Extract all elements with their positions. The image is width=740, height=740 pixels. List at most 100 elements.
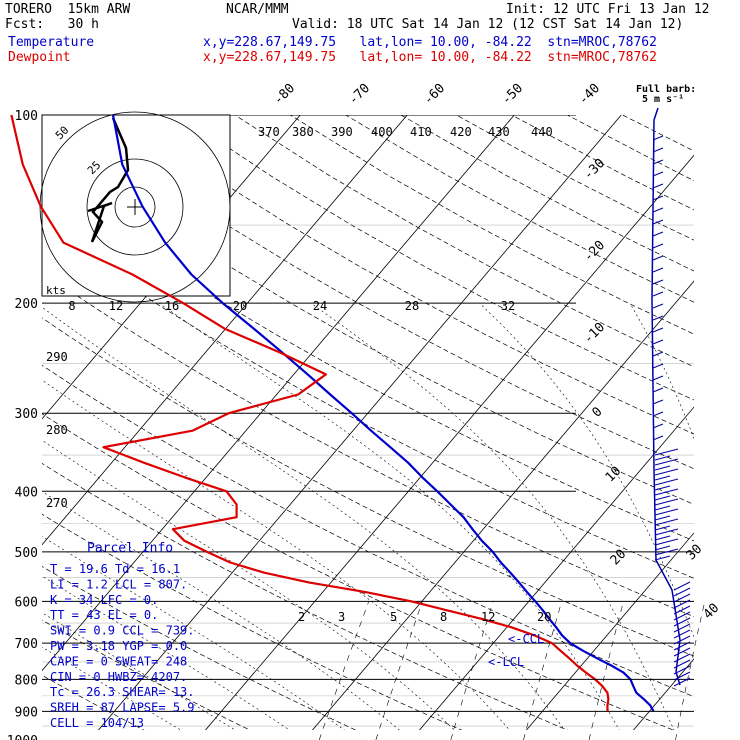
parcel-info-row: K = 34 LFC = 0. bbox=[50, 593, 158, 607]
wind-barb bbox=[673, 677, 691, 687]
wind-barb bbox=[652, 219, 664, 225]
dry-adiabat bbox=[290, 115, 694, 335]
hodograph-ring bbox=[86, 158, 184, 256]
wind-barb bbox=[673, 653, 691, 663]
moist-adiabat bbox=[42, 535, 345, 730]
wind-barb bbox=[654, 508, 679, 516]
init-time: Init: 12 UTC Fri 13 Jan 12 bbox=[506, 2, 710, 17]
wind-barb bbox=[673, 593, 691, 603]
wind-barb bbox=[652, 243, 664, 249]
wind-barb bbox=[652, 207, 664, 213]
pressure-label-400: 400 bbox=[15, 485, 38, 500]
dry-adiabat bbox=[68, 115, 694, 470]
ccl-marker: <-CCL bbox=[508, 632, 544, 646]
parcel-info-row: TT = 43 EL = 0. bbox=[50, 608, 158, 622]
hodograph-speed-label: 12 bbox=[109, 299, 123, 313]
theta-label: 270 bbox=[46, 496, 68, 510]
mixing-ratio-label: 2 bbox=[298, 610, 305, 624]
mixing-ratio-line bbox=[450, 601, 494, 740]
isotherm-line bbox=[97, 115, 622, 730]
wind-barb bbox=[652, 411, 664, 417]
mixing-ratio-line bbox=[318, 601, 370, 740]
isotherm-line bbox=[721, 115, 740, 740]
wind-barb bbox=[654, 505, 671, 511]
forecast-hour: Fcst: 30 h bbox=[5, 17, 99, 32]
isotherm-line bbox=[42, 115, 408, 546]
mixing-ratio-line bbox=[375, 601, 423, 740]
wind-barb bbox=[654, 548, 679, 556]
wind-barb bbox=[652, 363, 664, 369]
moist-adiabat bbox=[310, 302, 675, 730]
wind-barb bbox=[652, 375, 664, 381]
pressure-label-700: 700 bbox=[15, 637, 38, 652]
theta-e-label: 420 bbox=[450, 125, 472, 139]
wind-barb bbox=[652, 279, 664, 285]
theta-label: 290 bbox=[46, 350, 68, 364]
theta-e-label: 390 bbox=[331, 125, 353, 139]
isotherm-label: -50 bbox=[499, 81, 526, 108]
wind-barb bbox=[652, 135, 664, 141]
wind-barb bbox=[652, 171, 664, 177]
mixing-ratio-line bbox=[588, 601, 624, 740]
valid-time: Valid: 18 UTC Sat 14 Jan 12 (12 CST Sat … bbox=[292, 17, 684, 32]
moist-adiabat bbox=[479, 302, 694, 638]
wind-barb bbox=[673, 641, 691, 651]
moist-adiabat bbox=[42, 646, 182, 730]
dry-adiabat bbox=[234, 115, 694, 368]
isotherm-line bbox=[311, 280, 694, 730]
wind-barb bbox=[652, 267, 664, 273]
dry-adiabat bbox=[42, 566, 357, 730]
mixing-ratio-label: 12 bbox=[481, 610, 495, 624]
hodograph-trace bbox=[87, 117, 130, 243]
isotherm-label: -70 bbox=[346, 81, 373, 108]
wind-barb bbox=[654, 485, 671, 491]
pressure-label-1000: 1000 bbox=[7, 734, 38, 740]
parcel-info-title: Parcel Info bbox=[87, 541, 173, 556]
wind-barb bbox=[652, 423, 664, 429]
dry-adiabat bbox=[123, 115, 694, 435]
moist-adiabat bbox=[158, 302, 620, 730]
pressure-label-200: 200 bbox=[15, 297, 38, 312]
theta-e-label: 410 bbox=[410, 125, 432, 139]
wind-barb bbox=[654, 545, 671, 551]
wind-barb bbox=[654, 555, 671, 561]
moist-adiabat bbox=[42, 491, 400, 730]
wind-barb bbox=[652, 315, 664, 321]
theta-e-label: 400 bbox=[371, 125, 393, 139]
wind-barb bbox=[673, 623, 691, 633]
pressure-label-900: 900 bbox=[15, 705, 38, 720]
mixing-ratio-label: 20 bbox=[537, 610, 551, 624]
wind-barb bbox=[654, 498, 679, 506]
mixing-ratio-label: 3 bbox=[338, 610, 345, 624]
dewpoint-location: x,y=228.67,149.75 lat,lon= 10.00, -84.22… bbox=[203, 50, 657, 65]
parcel-info-row: CAPE = 0 SWEAT= 248 bbox=[50, 654, 187, 668]
wind-barb bbox=[654, 515, 671, 521]
dry-adiabat bbox=[42, 364, 694, 698]
wind-barb bbox=[654, 525, 671, 531]
wind-barb bbox=[673, 605, 691, 615]
isotherm-label: -60 bbox=[421, 81, 448, 108]
dry-adiabat bbox=[42, 271, 694, 618]
isotherm-label: -40 bbox=[576, 81, 603, 108]
wind-barb bbox=[654, 468, 679, 476]
wind-barb bbox=[654, 465, 671, 471]
wind-barb bbox=[654, 495, 671, 501]
parcel-info-row: LI = 1.2 LCL = 807. bbox=[50, 577, 187, 591]
wind-barb bbox=[654, 448, 679, 456]
wind-barb bbox=[673, 611, 691, 621]
wind-barb bbox=[652, 351, 664, 357]
isotherm-label: 20 bbox=[608, 547, 630, 569]
dry-adiabat bbox=[42, 136, 694, 505]
wind-barb bbox=[652, 303, 664, 309]
dry-adiabat bbox=[42, 674, 145, 730]
barb-units: 5 m s⁻¹ bbox=[642, 94, 685, 105]
wind-barb bbox=[652, 387, 664, 393]
wind-barb bbox=[652, 255, 664, 261]
lcl-marker: <-LCL bbox=[488, 655, 524, 669]
isotherm-label: -80 bbox=[271, 81, 298, 108]
dry-adiabat bbox=[42, 513, 463, 730]
hodograph-speed-label: 24 bbox=[313, 299, 327, 313]
wind-barb bbox=[673, 647, 691, 657]
